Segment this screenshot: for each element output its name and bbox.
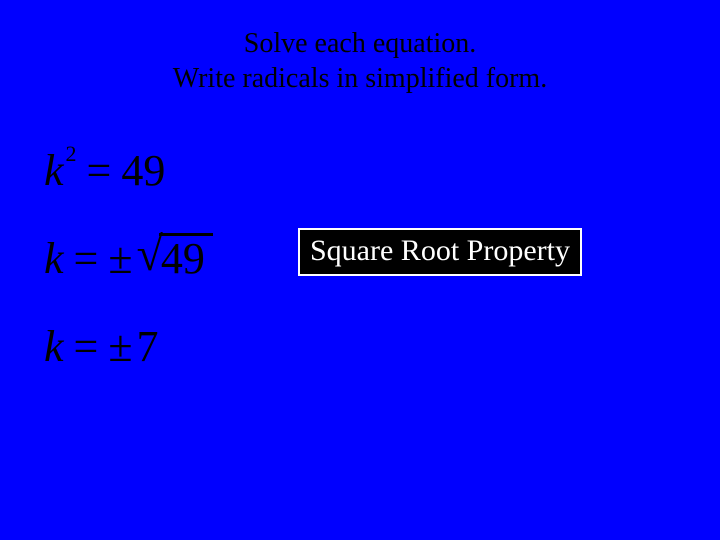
eq2-variable: k [44, 233, 64, 284]
eq3-variable: k [44, 321, 64, 372]
eq1-rhs: 49 [121, 145, 165, 196]
eq3-rhs: 7 [137, 321, 159, 372]
eq1-equals: = [87, 145, 112, 196]
equation-3: k = ±7 [44, 316, 213, 376]
eq2-equals: = [74, 233, 99, 284]
equation-block: k2 = 49 k = ± √ 49 k = ±7 [44, 140, 213, 404]
eq1-variable: k [44, 145, 64, 196]
heading-line-1: Solve each equation. [0, 26, 720, 61]
eq2-radicand: 49 [159, 233, 213, 282]
radical-sign-icon: √ [137, 231, 163, 279]
property-label-box: Square Root Property [298, 228, 582, 276]
eq3-equals: = [74, 321, 99, 372]
eq1-exponent: 2 [66, 141, 77, 167]
slide-heading: Solve each equation. Write radicals in s… [0, 0, 720, 96]
equation-1: k2 = 49 [44, 140, 213, 200]
heading-line-2: Write radicals in simplified form. [0, 61, 720, 96]
property-label-text: Square Root Property [310, 234, 570, 267]
eq2-radical: √ 49 [137, 233, 213, 282]
eq3-plus-minus: ± [108, 321, 132, 372]
equation-2: k = ± √ 49 [44, 228, 213, 288]
eq2-plus-minus: ± [108, 233, 132, 284]
